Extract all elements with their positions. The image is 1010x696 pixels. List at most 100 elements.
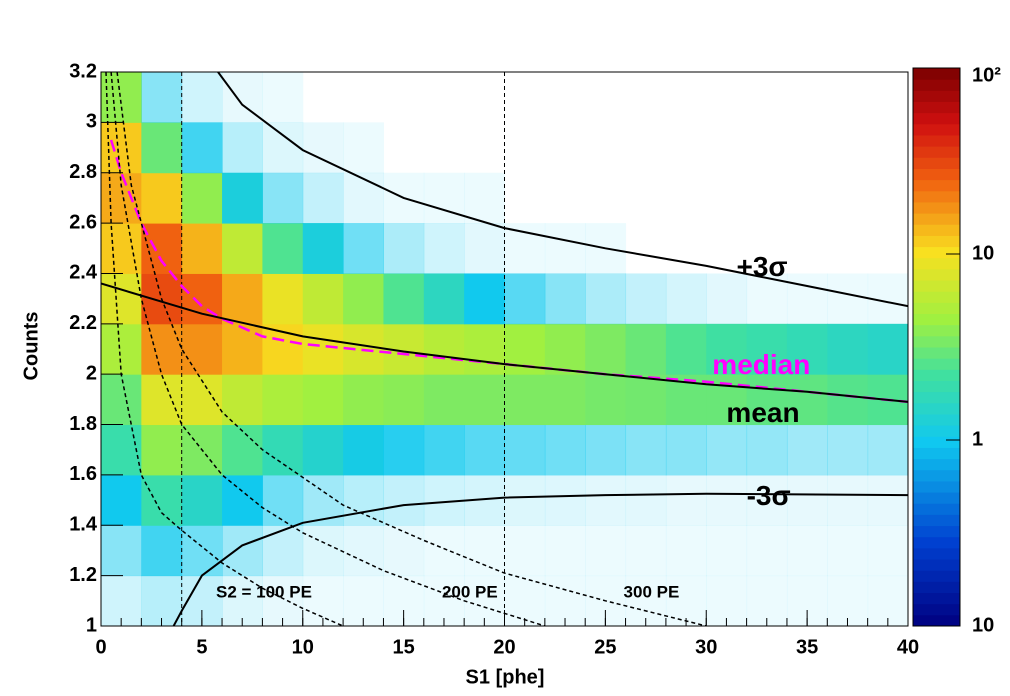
colorbar-step [913, 302, 960, 315]
heatmap-cell [262, 374, 304, 426]
heatmap-cell [302, 273, 344, 325]
heatmap-cell [504, 474, 546, 526]
colorbar-step [913, 469, 960, 482]
heatmap-cell [746, 575, 788, 626]
colorbar-step [913, 503, 960, 515]
heatmap-cell [827, 575, 869, 626]
y-tick-label: 2.8 [69, 161, 97, 183]
colorbar-step [913, 123, 960, 136]
y-tick-label: 1.2 [69, 564, 97, 586]
x-tick-label: 10 [292, 636, 314, 658]
colorbar-step [913, 246, 960, 259]
colorbar-step [913, 369, 960, 381]
heatmap-cell [101, 273, 142, 325]
heatmap-cell [544, 575, 586, 626]
heatmap-cell [222, 424, 263, 476]
heatmap-cell [262, 273, 304, 325]
heatmap-cell [706, 575, 748, 626]
colorbar-step [913, 112, 960, 125]
heatmap-cell [544, 424, 586, 476]
heatmap-cell [141, 72, 183, 123]
heatmap-cell [504, 575, 546, 626]
colorbar-step [913, 425, 960, 437]
heatmap-cell [706, 273, 748, 325]
heatmap-cell [504, 223, 546, 274]
colorbar-step [913, 614, 960, 627]
x-tick-label: 15 [393, 636, 415, 658]
heatmap-cell [302, 172, 344, 224]
x-tick-label: 5 [196, 636, 207, 658]
heatmap-cell [625, 273, 667, 325]
heatmap-cell [827, 323, 869, 375]
heatmap-cell [343, 273, 384, 325]
heatmap-cell [746, 323, 788, 375]
heatmap-cell [746, 525, 788, 577]
heatmap-cell [625, 323, 667, 375]
heatmap-cell [706, 424, 748, 476]
heatmap-cell [625, 424, 667, 476]
heatmap-cell [101, 223, 142, 274]
heatmap-cell [827, 424, 869, 476]
colorbar-tick-label: 10² [972, 64, 1001, 86]
colorbar-step [913, 358, 960, 370]
colorbar-step [913, 480, 960, 493]
heatmap-cell [665, 525, 707, 577]
colorbar-step [913, 592, 960, 605]
heatmap-cell [343, 525, 384, 577]
colorbar-tick-label: 10 [972, 242, 994, 264]
heatmap-cell [343, 474, 384, 526]
heatmap-cell [665, 323, 707, 375]
heatmap-cell [302, 525, 344, 577]
colorbar-step [913, 157, 960, 169]
heatmap-cell [464, 223, 505, 274]
heatmap-cell [181, 474, 223, 526]
heatmap-cell [141, 122, 183, 174]
heatmap-cell [101, 122, 142, 174]
colorbar-step [913, 201, 960, 214]
heatmap-cell [222, 374, 263, 426]
heatmap-cell [746, 374, 788, 426]
heatmap-cell [181, 172, 223, 224]
series-label: +3σ [737, 251, 788, 282]
heatmap-cell [585, 525, 627, 577]
y-tick-label: 2.4 [69, 262, 98, 284]
heatmap-cell [786, 525, 828, 577]
heatmap-cell [181, 122, 223, 174]
curves [101, 72, 908, 626]
y-tick-label: 2 [86, 362, 97, 384]
colorbar-step [913, 168, 960, 181]
heatmap-cell [262, 122, 304, 174]
heatmap-cell [383, 525, 425, 577]
heatmap-cell [343, 374, 384, 426]
x-tick-label: 20 [493, 636, 515, 658]
heatmap-cell [383, 474, 425, 526]
heatmap-cell [827, 273, 869, 325]
colorbar-step [913, 134, 960, 147]
y-tick-label: 1 [86, 614, 97, 636]
heatmap-cell [746, 273, 788, 325]
heatmap-cell [665, 273, 707, 325]
colorbar-step [913, 347, 960, 359]
curve [109, 139, 908, 404]
colorbar-frame [912, 67, 961, 627]
colorbar-tick-label: 1 [972, 428, 983, 450]
curve [172, 492, 908, 626]
heatmap-cell [867, 575, 908, 626]
heatmap-cell [222, 323, 263, 375]
y-tick-label: 2.2 [69, 312, 97, 334]
heatmap-cell [101, 323, 142, 375]
colorbar-step [913, 380, 960, 393]
heatmap-cell [504, 525, 546, 577]
heatmap-cell [665, 474, 707, 526]
colorbar-step [913, 190, 960, 203]
heatmap-cell [141, 575, 183, 626]
heatmap-cell [101, 374, 142, 426]
heatmap-cell [302, 122, 344, 174]
heatmap-cell [222, 525, 263, 577]
x-tick-label: 40 [897, 636, 919, 658]
curve [217, 72, 908, 308]
colorbar-step [913, 280, 960, 292]
colorbar-step [913, 146, 960, 158]
heatmap-cell [302, 374, 344, 426]
